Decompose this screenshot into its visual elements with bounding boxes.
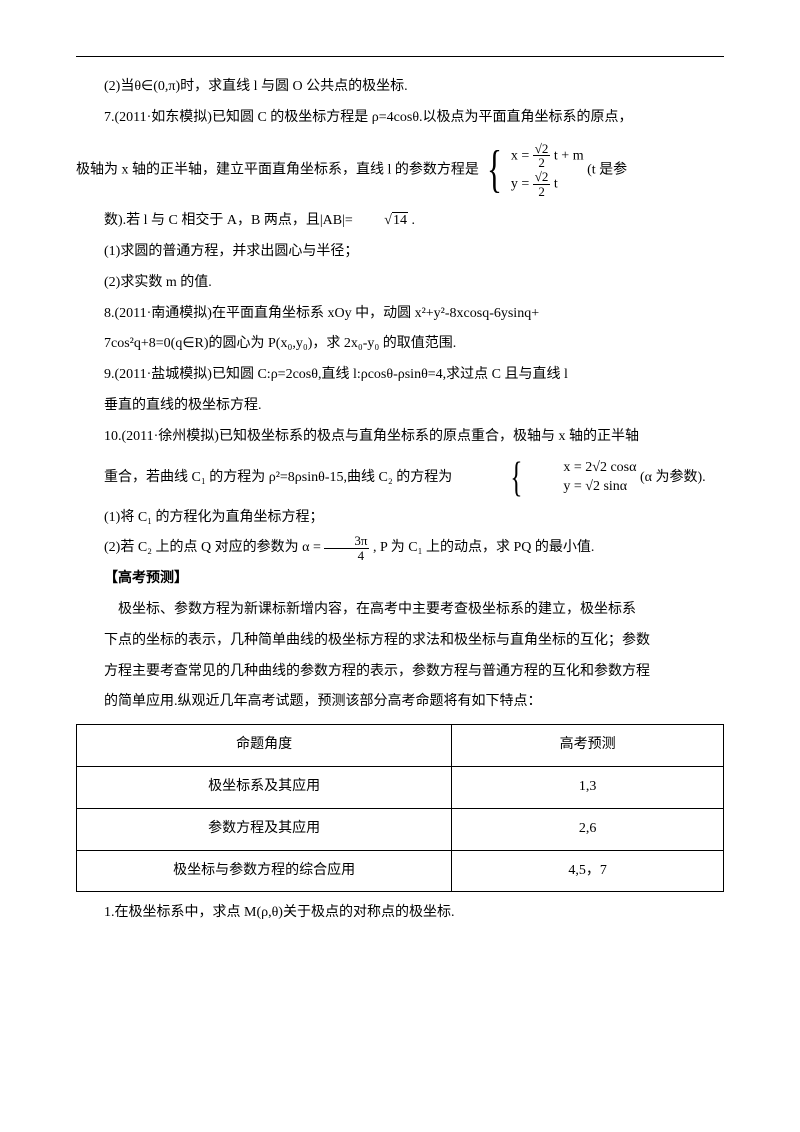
q10-b-pre: 重合，若曲线 C₁ 的方程为 ρ²=8ρsinθ-15,曲线 C₂ 的方程为 bbox=[104, 470, 452, 485]
q9-b: 垂直的直线的极坐标方程. bbox=[76, 391, 724, 422]
para2: 下点的坐标的表示，几种简单曲线的极坐标方程的求法和极坐标与直角坐标的互化；参数 bbox=[76, 626, 724, 657]
q7-tail-post: . bbox=[408, 213, 415, 228]
table-row: 参数方程及其应用 2,6 bbox=[77, 808, 724, 850]
sqrt-icon: 14 bbox=[356, 206, 408, 237]
q7-eqx-den: 2 bbox=[533, 156, 551, 170]
para1: 极坐标、参数方程为新课标新增内容，在高考中主要考查极坐标系的建立，极坐标系 bbox=[76, 595, 724, 626]
q8-b: 7cos²q+8=0(q∈R)的圆心为 P(x₀,y₀)，求 2x₀-y₀ 的取… bbox=[76, 329, 724, 360]
q10-eqy: y = √2 sinα bbox=[535, 478, 636, 496]
table-cell: 参数方程及其应用 bbox=[77, 808, 452, 850]
table-row: 命题角度 高考预测 bbox=[77, 725, 724, 767]
q7-eqy-num: √2 bbox=[533, 170, 551, 185]
q7-param-row: 极轴为 x 轴的正半轴，建立平面直角坐标系，直线 l 的参数方程是 { x = … bbox=[76, 142, 724, 199]
table-cell: 4,5，7 bbox=[452, 850, 724, 892]
para3: 方程主要考查常见的几种曲线的参数方程的表示，参数方程与普通方程的互化和参数方程 bbox=[76, 657, 724, 688]
q6-sub2: (2)当θ∈(0,π)时，求直线 l 与圆 O 公共点的极坐标. bbox=[76, 72, 724, 103]
para4: 的简单应用.纵观近几年高考试题，预测该部分高考命题将有如下特点： bbox=[76, 687, 724, 718]
q7-tail-sqrt: 14 bbox=[392, 212, 408, 228]
q10-s2-den: 4 bbox=[324, 549, 369, 563]
q7-param-eq: { x = √22 t + m y = √22 t bbox=[482, 142, 583, 199]
q7-eqy-den: 2 bbox=[533, 185, 551, 199]
q7-lead: 7.(2011·如东模拟)已知圆 C 的极坐标方程是 ρ=4cosθ.以极点为平… bbox=[76, 103, 724, 134]
table-cell: 极坐标系及其应用 bbox=[77, 766, 452, 808]
table-row: 极坐标系及其应用 1,3 bbox=[77, 766, 724, 808]
q7-sub2: (2)求实数 m 的值. bbox=[76, 268, 724, 299]
q10-s2-num: 3π bbox=[324, 534, 369, 549]
q10-s2-pre: (2)若 C₂ 上的点 Q 对应的参数为 α = bbox=[104, 540, 324, 555]
q7-eqx-num: √2 bbox=[533, 142, 551, 157]
q7-sub1: (1)求圆的普通方程，并求出圆心与半径； bbox=[76, 237, 724, 268]
q7-eqy-pre: y = bbox=[511, 176, 533, 191]
section-title: 【高考预测】 bbox=[76, 564, 724, 595]
q10-b-post: (α 为参数). bbox=[640, 470, 706, 485]
table-header: 命题角度 bbox=[77, 725, 452, 767]
header-rule bbox=[76, 56, 724, 57]
q7-post: (t 是参 bbox=[587, 162, 627, 177]
q7-tail-pre: 数).若 l 与 C 相交于 A，B 两点，且|AB|= bbox=[104, 213, 356, 228]
q7-tail: 数).若 l 与 C 相交于 A，B 两点，且|AB|= 14 . bbox=[76, 206, 724, 237]
q7-eqy-post: t bbox=[550, 176, 557, 191]
q9-a: 9.(2011·盐城模拟)已知圆 C:ρ=2cosθ,直线 l:ρcosθ-ρs… bbox=[76, 360, 724, 391]
q10-a: 10.(2011·徐州模拟)已知极坐标系的极点与直角坐标系的原点重合，极轴与 x… bbox=[76, 422, 724, 453]
q10-eqx: x = 2√2 cosα bbox=[535, 459, 636, 477]
table-cell: 2,6 bbox=[452, 808, 724, 850]
q10-s2-post: , P 为 C₁ 上的动点，求 PQ 的最小值. bbox=[369, 540, 594, 555]
q7-pre: 极轴为 x 轴的正半轴，建立平面直角坐标系，直线 l 的参数方程是 bbox=[76, 162, 479, 177]
q8-a: 8.(2011·南通模拟)在平面直角坐标系 xOy 中，动圆 x²+y²-8xc… bbox=[76, 299, 724, 330]
pred-q1: 1.在极坐标系中，求点 M(ρ,θ)关于极点的对称点的极坐标. bbox=[76, 898, 724, 929]
table-header: 高考预测 bbox=[452, 725, 724, 767]
q7-eqx-post: t + m bbox=[550, 148, 583, 163]
q7-eqx-pre: x = bbox=[511, 148, 533, 163]
q10-b-row: 重合，若曲线 C₁ 的方程为 ρ²=8ρsinθ-15,曲线 C₂ 的方程为 {… bbox=[76, 457, 724, 499]
q10-sub1: (1)将 C₁ 的方程化为直角坐标方程； bbox=[76, 503, 724, 534]
table-row: 极坐标与参数方程的综合应用 4,5，7 bbox=[77, 850, 724, 892]
q10-param-eq: { x = 2√2 cosα y = √2 sinα bbox=[456, 457, 637, 499]
table-cell: 1,3 bbox=[452, 766, 724, 808]
q10-sub2: (2)若 C₂ 上的点 Q 对应的参数为 α = 3π4 , P 为 C₁ 上的… bbox=[76, 533, 724, 564]
table-cell: 极坐标与参数方程的综合应用 bbox=[77, 850, 452, 892]
prediction-table: 命题角度 高考预测 极坐标系及其应用 1,3 参数方程及其应用 2,6 极坐标与… bbox=[76, 724, 724, 892]
